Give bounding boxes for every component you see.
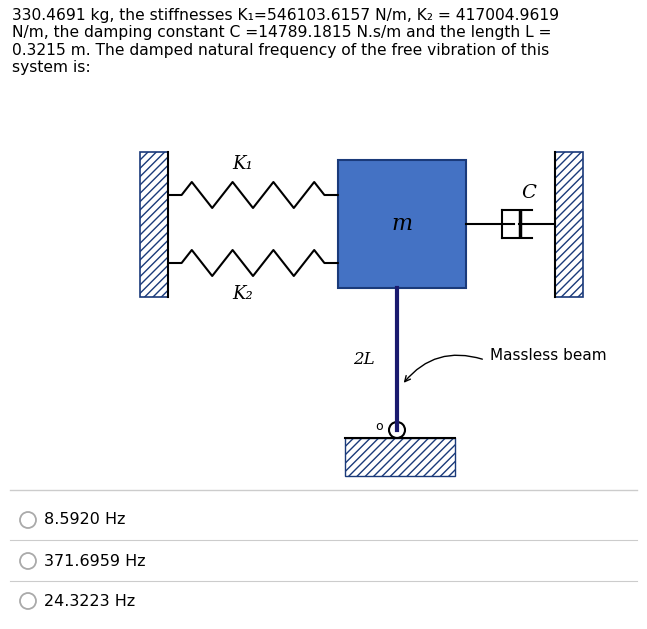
Text: C: C: [521, 184, 536, 202]
Circle shape: [20, 512, 36, 528]
Circle shape: [20, 593, 36, 609]
Bar: [345, 438, 455, 476]
Circle shape: [389, 422, 405, 438]
Circle shape: [20, 553, 36, 569]
Text: o: o: [375, 420, 383, 433]
Text: 2L: 2L: [353, 350, 375, 367]
Text: m: m: [391, 213, 413, 235]
Text: 8.5920 Hz: 8.5920 Hz: [44, 513, 126, 528]
Text: Massless beam: Massless beam: [490, 347, 607, 362]
Text: 330.4691 kg, the stiffnesses K₁=546103.6157 N/m, K₂ = 417004.9619
N/m, the dampi: 330.4691 kg, the stiffnesses K₁=546103.6…: [12, 8, 559, 75]
Bar: [140, 152, 168, 297]
Bar: [338, 160, 466, 288]
Text: 24.3223 Hz: 24.3223 Hz: [44, 594, 135, 608]
Text: K₂: K₂: [233, 285, 254, 303]
Text: 371.6959 Hz: 371.6959 Hz: [44, 554, 146, 569]
Bar: [555, 152, 583, 297]
Text: K₁: K₁: [233, 155, 254, 173]
